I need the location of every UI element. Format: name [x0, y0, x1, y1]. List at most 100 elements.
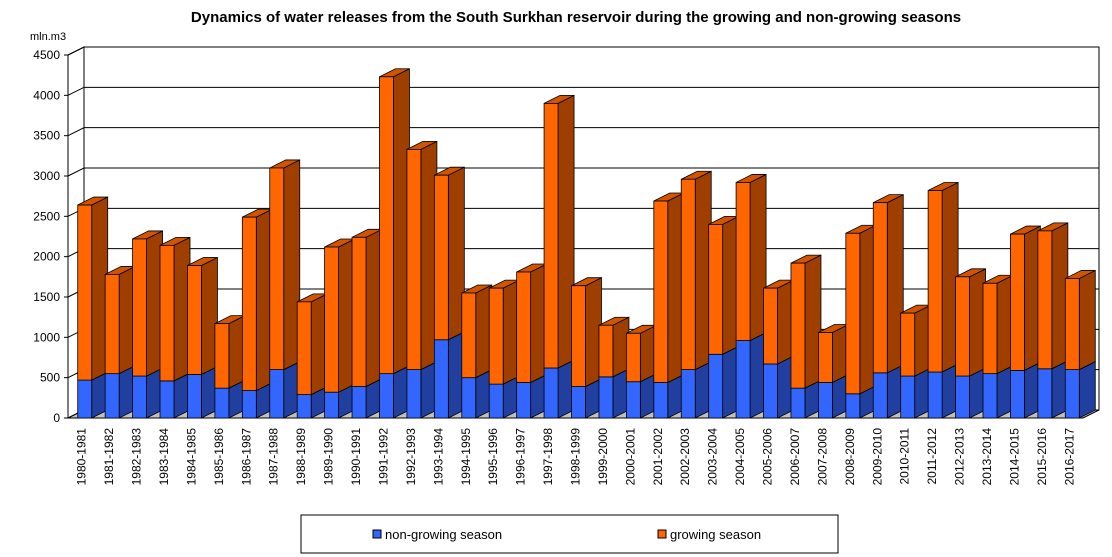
x-tick-label: 1981-1982 [102, 428, 116, 486]
bar-growing [187, 256, 218, 376]
x-tick-label: 2014-2015 [1007, 428, 1021, 486]
gridline [67, 167, 1099, 177]
bar-growing [708, 215, 740, 355]
bar-growing [1037, 222, 1069, 370]
bar-growing [461, 284, 493, 379]
y-tick-label: 1500 [33, 290, 60, 304]
bar-non-growing [763, 355, 794, 419]
bar-non-growing [680, 360, 712, 419]
bar-growing [625, 324, 657, 383]
gridline [67, 127, 1099, 137]
bar-non-growing [1037, 360, 1069, 419]
x-axis-labels: 1980-1981 1981-1982 1982-1983 1983-1984 1984… [75, 428, 1077, 486]
x-tick-label: 1982-1983 [130, 428, 144, 486]
y-axis-ticks: 0 500 1000 1500 2000 2500 3000 3500 4000 4500 [33, 48, 69, 425]
x-tick-label: 2016-2017 [1062, 428, 1076, 486]
x-tick-label: 2004-2005 [733, 428, 747, 486]
bar-growing [571, 277, 602, 388]
y-tick-label: 500 [40, 371, 60, 385]
x-tick-label: 2003-2004 [706, 428, 720, 486]
bar-growing [735, 173, 767, 342]
y-tick-label: 4500 [33, 48, 60, 62]
y-axis-unit-label: mln.m3 [30, 31, 66, 43]
x-tick-label: 1983-1984 [157, 428, 171, 486]
bar-growing [927, 181, 959, 373]
x-tick-label: 2006-2007 [788, 428, 802, 486]
bar-growing [817, 323, 849, 384]
bar-non-growing [708, 345, 740, 419]
bar-non-growing [406, 360, 438, 419]
bar-growing [296, 293, 328, 396]
bar-growing [433, 166, 465, 341]
x-tick-label: 1995-1996 [486, 428, 500, 486]
y-tick-label: 3000 [33, 169, 60, 183]
x-tick-label: 1989-1990 [322, 428, 336, 486]
x-tick-label: 2011-2012 [925, 428, 939, 485]
bar-growing [488, 279, 520, 385]
bar-growing [379, 68, 410, 375]
bar-non-growing [269, 360, 301, 419]
legend-label-growing: growing season [670, 527, 761, 542]
x-tick-label: 1996-1997 [514, 428, 528, 486]
x-tick-label: 1990-1991 [349, 428, 363, 486]
bar-growing [790, 254, 822, 389]
bar-growing [1010, 225, 1041, 372]
legend-label-non-growing: non-growing season [385, 527, 502, 542]
x-tick-label: 1994-1995 [459, 428, 473, 486]
x-tick-label: 1980-1981 [75, 428, 89, 486]
bar-growing [351, 228, 383, 388]
y-tick-label: 0 [53, 411, 60, 425]
chart-title: Dynamics of water releases from the Sout… [191, 9, 961, 26]
x-tick-label: 1988-1989 [294, 428, 308, 486]
x-tick-label: 1998-1999 [569, 428, 583, 486]
x-tick-label: 2007-2008 [815, 428, 829, 486]
bar-growing [763, 279, 794, 365]
x-tick-label: 1993-1994 [431, 428, 445, 486]
bar-growing [680, 170, 712, 371]
x-tick-label: 2010-2011 [898, 428, 912, 485]
bar-growing [516, 263, 548, 384]
bar-non-growing [543, 359, 575, 419]
bar-growing [241, 208, 273, 392]
bar-non-growing [982, 364, 1014, 419]
x-tick-label: 2013-2014 [980, 428, 994, 486]
legend-swatch-non-growing [372, 529, 382, 539]
gridline [67, 46, 1099, 56]
bar-growing [543, 94, 575, 369]
bar-growing [900, 304, 932, 377]
bar-growing [104, 265, 136, 375]
bar-growing [598, 316, 630, 378]
bar-growing [132, 230, 163, 377]
x-tick-label: 2001-2002 [651, 428, 665, 486]
bar-growing [955, 268, 986, 377]
x-tick-label: 2008-2009 [843, 428, 857, 486]
bar-growing [77, 196, 109, 381]
bar-growing [324, 238, 356, 393]
bar-growing [845, 224, 877, 395]
legend-swatch-growing [657, 529, 667, 539]
bar-non-growing [1064, 360, 1096, 419]
y-tick-label: 1000 [33, 330, 60, 344]
y-tick-label: 3500 [33, 129, 60, 143]
bar-growing [406, 140, 438, 371]
bar-non-growing [433, 331, 465, 419]
y-tick-label: 4000 [33, 88, 60, 102]
y-tick-label: 2000 [33, 250, 60, 264]
x-tick-label: 2009-2010 [870, 428, 884, 486]
bar-non-growing [955, 367, 986, 419]
x-tick-label: 2005-2006 [761, 428, 775, 486]
x-tick-label: 1984-1985 [184, 428, 198, 486]
bar-growing [1064, 269, 1096, 371]
x-tick-label: 2002-2003 [678, 428, 692, 486]
x-tick-label: 2015-2016 [1035, 428, 1049, 486]
bar-growing [872, 193, 904, 374]
legend-box [300, 514, 839, 554]
bar-growing [653, 192, 685, 384]
bar-series [77, 68, 1096, 419]
bar-growing [159, 236, 191, 382]
x-tick-label: 1991-1992 [376, 428, 390, 486]
bar-growing [982, 274, 1014, 375]
bar-growing [269, 159, 301, 371]
gridline [67, 86, 1099, 96]
bar-growing [214, 314, 246, 389]
